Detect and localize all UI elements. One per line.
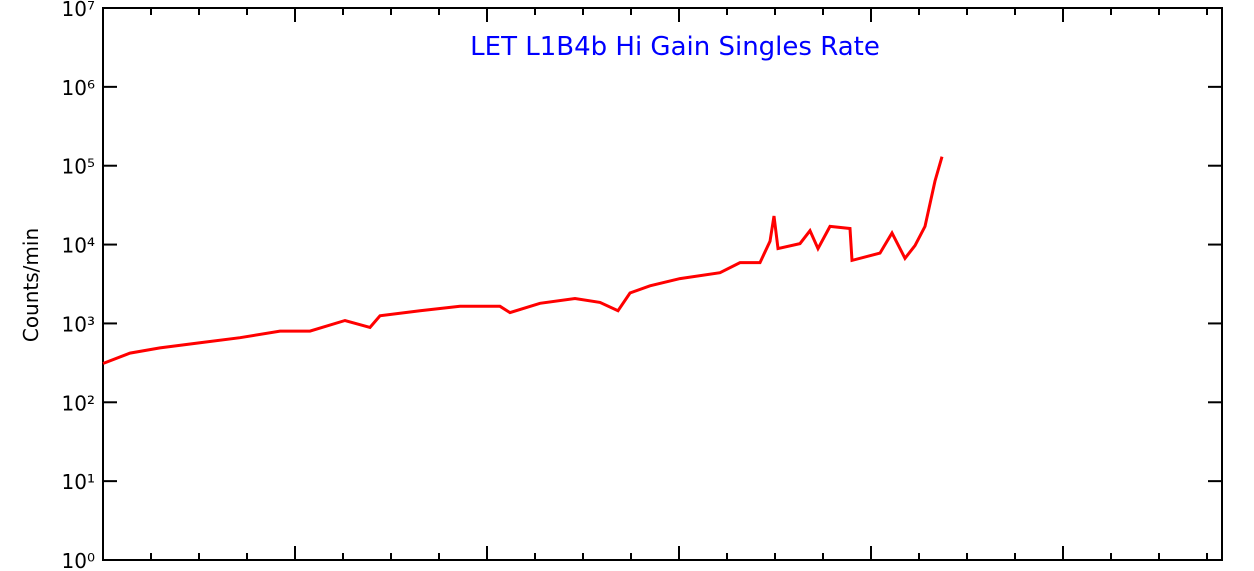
y-tick-label: 10⁰	[62, 549, 95, 571]
y-axis-label: Counts/min	[19, 228, 43, 342]
plot-frame	[102, 7, 1223, 561]
data-line	[102, 156, 944, 365]
y-tick-label: 10⁴	[62, 234, 95, 258]
y-tick-label: 10²	[62, 391, 95, 415]
y-tick-label: 10¹	[62, 470, 95, 494]
y-tick-label: 10⁵	[62, 155, 95, 179]
chart-title: LET L1B4b Hi Gain Singles Rate	[470, 32, 880, 62]
y-tick-label: 10⁶	[62, 76, 95, 100]
y-tick-label: 10³	[62, 312, 95, 336]
y-tick-label: 10⁷	[62, 0, 95, 21]
